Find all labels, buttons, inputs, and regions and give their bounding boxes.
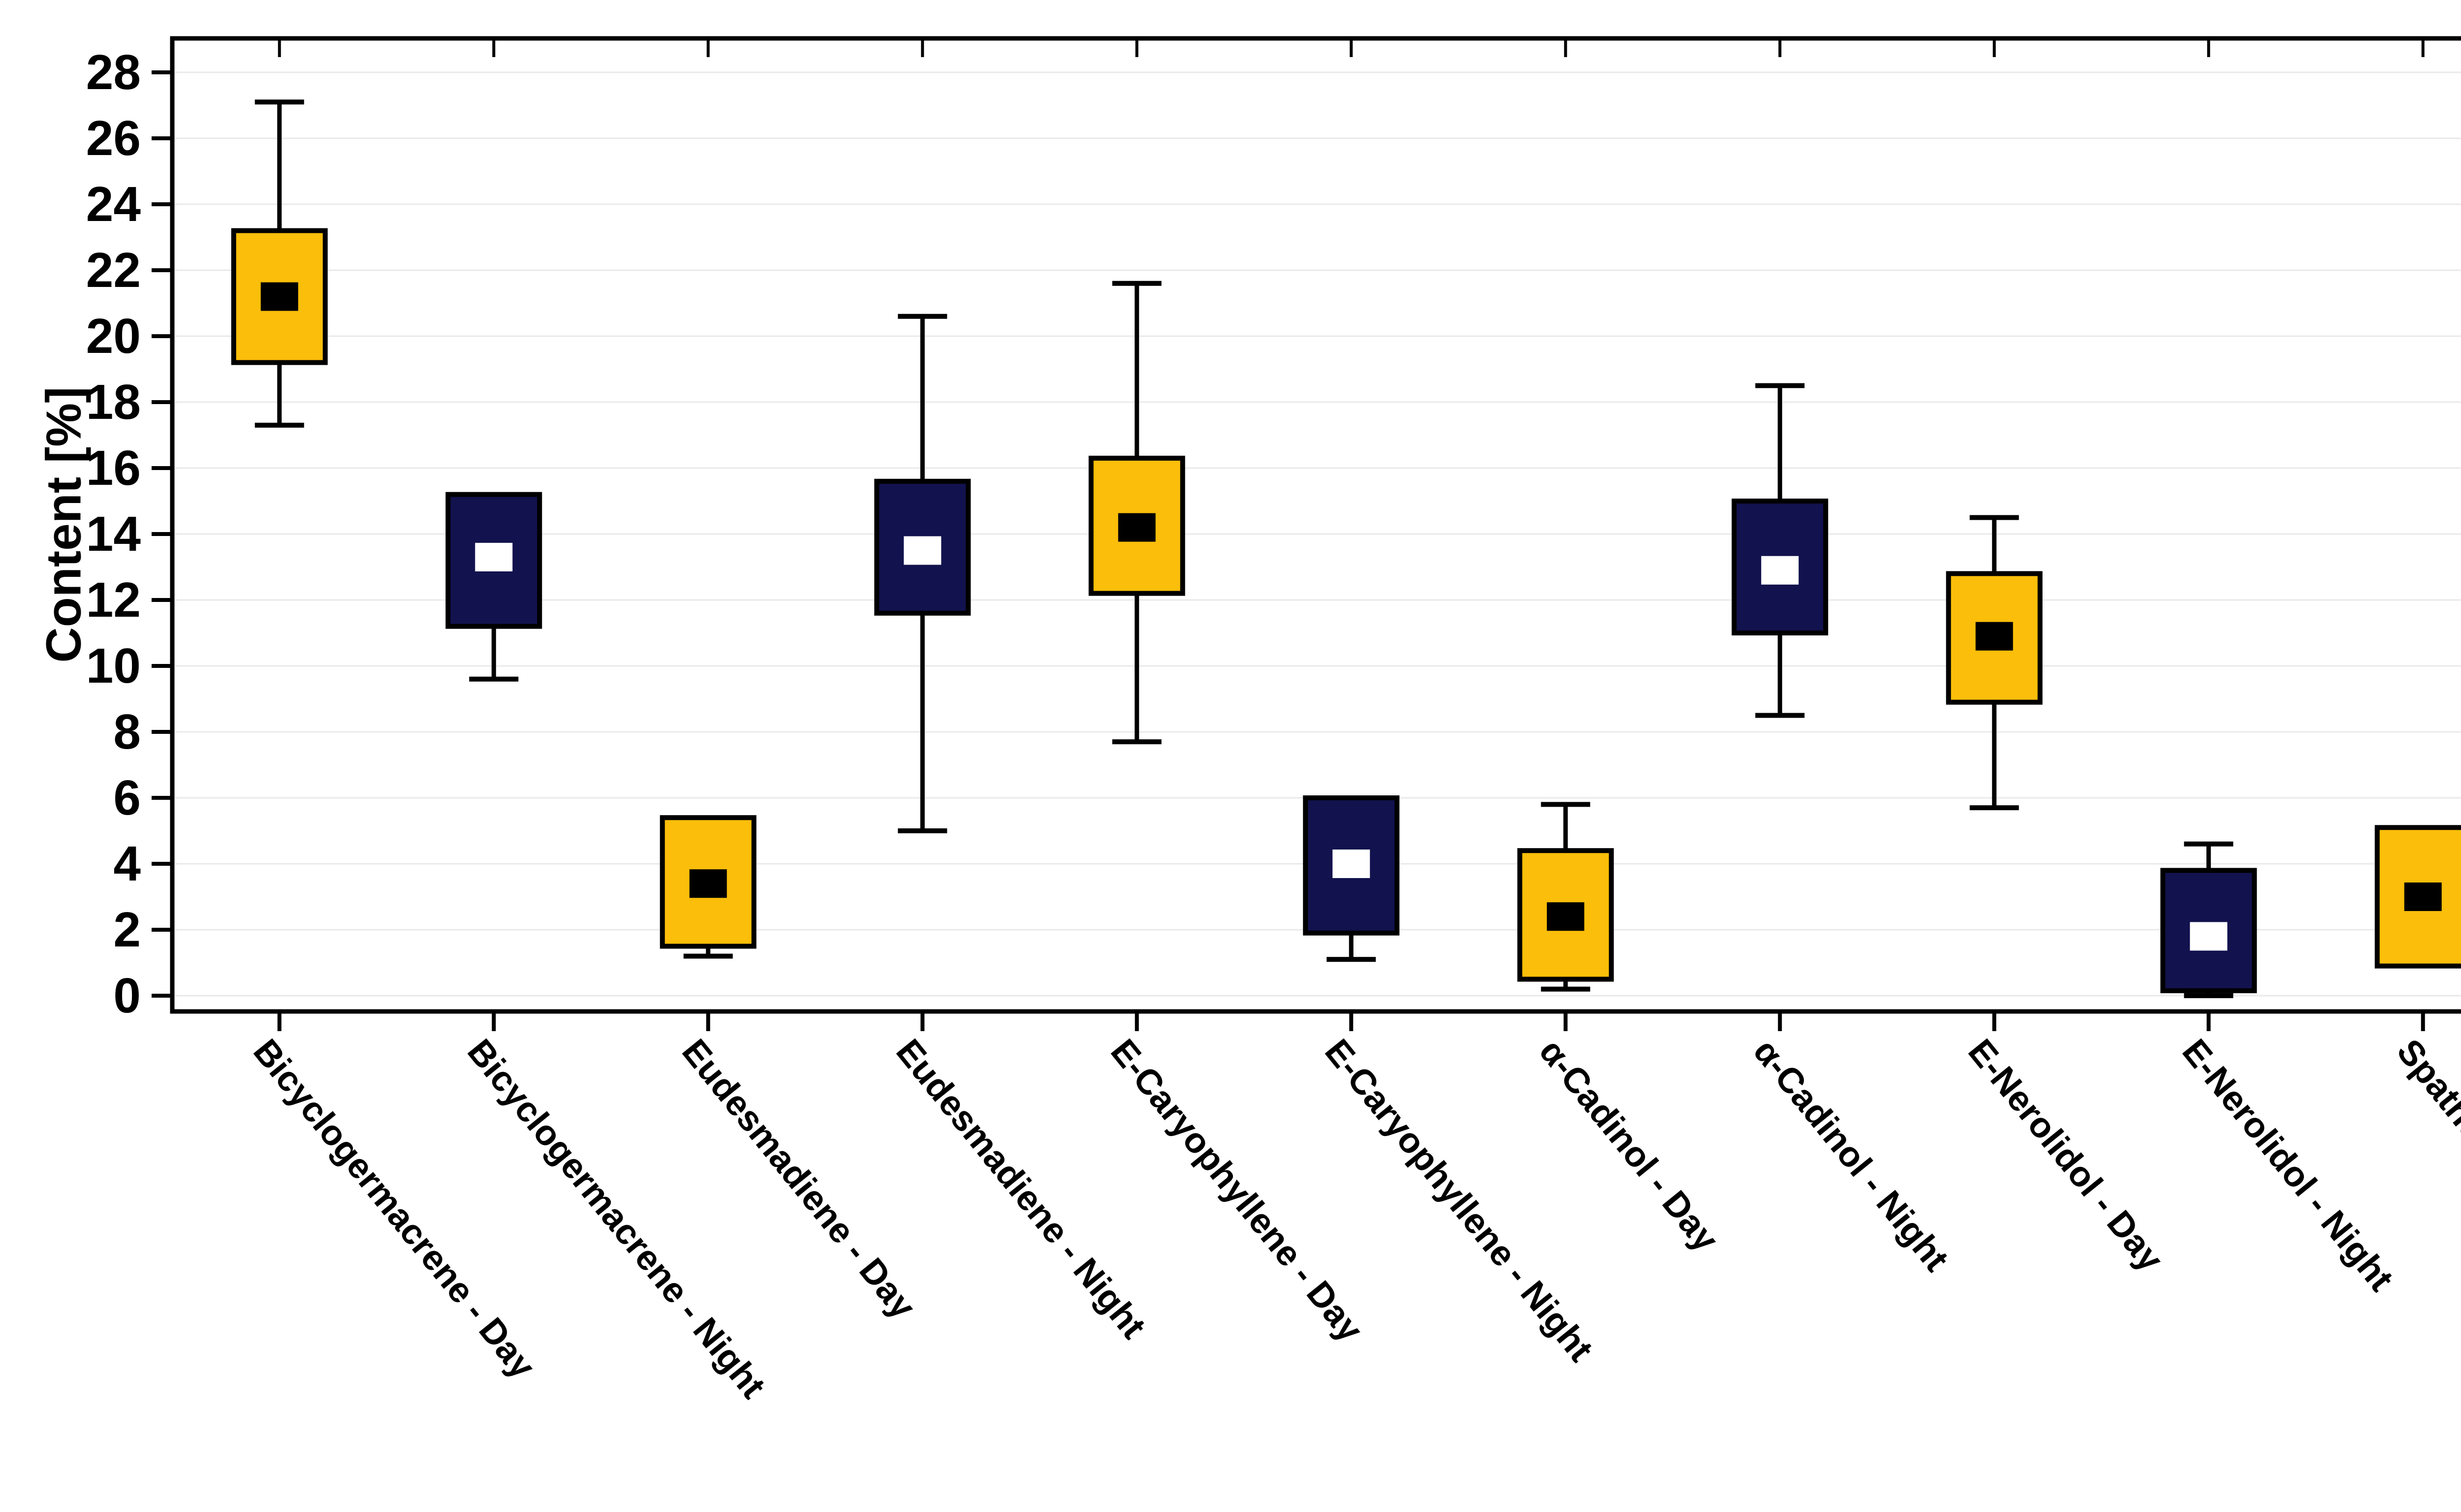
- median-marker: [1975, 622, 2013, 651]
- y-tick-label: 4: [113, 836, 141, 891]
- y-tick-label: 14: [86, 506, 141, 562]
- box-iqr: [1088, 455, 1185, 596]
- y-tick-label: 6: [113, 770, 141, 825]
- median-marker: [1761, 556, 1799, 585]
- y-tick-label: 18: [86, 375, 141, 430]
- median-marker: [904, 536, 942, 565]
- y-tick-label: 0: [113, 968, 141, 1023]
- y-tick-label: 24: [86, 177, 141, 232]
- median-marker: [1546, 902, 1584, 931]
- median-marker: [475, 542, 513, 571]
- y-tick-label: 8: [113, 704, 141, 759]
- y-axis-title: Content [%]: [36, 386, 92, 663]
- y-tick-label: 26: [86, 111, 141, 166]
- y-tick-label: 10: [86, 638, 141, 693]
- y-tick-label: 2: [113, 902, 141, 957]
- y-tick-label: 16: [86, 441, 141, 496]
- y-tick-label: 22: [86, 243, 141, 298]
- median-marker: [2190, 922, 2228, 951]
- median-marker: [2404, 882, 2442, 911]
- plot-frame: [170, 36, 2461, 1014]
- median-marker: [1118, 513, 1156, 542]
- median-marker: [689, 869, 727, 898]
- box-iqr: [231, 228, 328, 365]
- median-marker: [260, 282, 298, 311]
- y-tick-label: 28: [86, 45, 141, 100]
- y-tick-label: 20: [86, 309, 141, 364]
- y-tick-label: 12: [86, 572, 141, 628]
- median-marker: [1332, 850, 1370, 878]
